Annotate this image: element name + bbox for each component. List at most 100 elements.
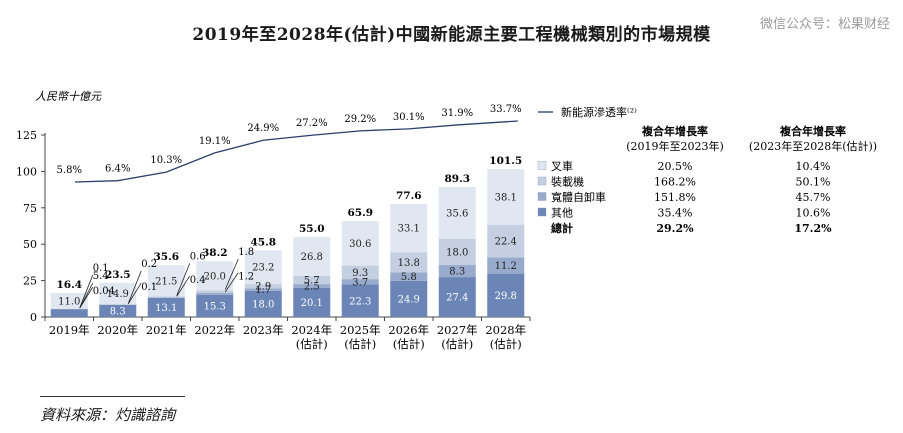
segment-label-other: 8.3: [110, 306, 126, 317]
segment-label-dump_truck: 5.8: [401, 272, 417, 283]
segment-label-forklift: 11.0: [58, 296, 80, 307]
segment-label-dump_truck: 2.5: [304, 281, 320, 292]
bar-forklift: [487, 169, 525, 225]
bar-loader: [438, 238, 476, 266]
leader-line: [176, 275, 191, 297]
segment-label-forklift: 21.5: [155, 276, 177, 287]
segment-label-other: 29.8: [495, 291, 517, 302]
segment-label-loader: 2.9: [255, 282, 271, 293]
bar-forklift: [99, 282, 137, 305]
segment-label-loader: 18.0: [446, 247, 468, 258]
total-label: 16.4: [56, 279, 82, 291]
legend-label-forklift: 叉車: [551, 159, 573, 173]
segment-label-other: 24.9: [398, 294, 420, 305]
bar-forklift: [244, 250, 282, 285]
cagr-header-1-period: (2019年至2023年): [626, 139, 724, 153]
segment-label-forklift: 14.9: [107, 289, 129, 300]
total-label: 89.3: [444, 173, 470, 185]
total-label: 38.2: [202, 247, 228, 259]
segment-label-other: 18.0: [252, 299, 274, 310]
penetration-rate-label: 31.9%: [441, 108, 473, 119]
legend-line-label: 新能源滲透率⁽²⁾: [561, 105, 637, 119]
bar-loader: [293, 275, 331, 285]
leader-line: [176, 263, 191, 296]
y-tick-label: 125: [16, 129, 37, 142]
source-note: 資料來源：灼識諮詢: [40, 406, 176, 424]
cagr1-other: 35.4%: [658, 207, 693, 220]
segment-label-other: 22.3: [349, 296, 371, 307]
leader-line: [224, 272, 239, 293]
y-axis-label: 人民幣十億元: [35, 90, 102, 103]
total-label: 55.0: [299, 223, 325, 235]
bar-forklift: [341, 221, 379, 266]
total-label: 65.9: [347, 207, 373, 219]
bar-loader: [487, 224, 525, 258]
segment-label-forklift: 35.6: [446, 208, 468, 219]
bar-other: [390, 280, 428, 317]
y-tick-label: 50: [23, 238, 37, 251]
penetration-rate-label: 6.4%: [105, 164, 130, 175]
bar-forklift: [438, 186, 476, 239]
leader-line: [79, 286, 94, 309]
cagr1-total: 29.2%: [656, 222, 694, 235]
segment-label-loader: 0.2: [141, 259, 157, 270]
x-tick-label: (估計): [393, 337, 425, 351]
segment-label-loader: 22.4: [495, 236, 517, 247]
segment-label-loader: 0.6: [190, 251, 206, 262]
total-label: 35.6: [153, 251, 179, 263]
cagr-header-1: 複合年增長率: [641, 124, 708, 138]
segment-label-forklift: 30.6: [349, 239, 371, 250]
penetration-rate-label: 33.7%: [490, 104, 522, 115]
legend-swatch-dump_truck: [537, 192, 547, 201]
penetration-rate-line: [74, 120, 518, 183]
legend-swatch-other: [537, 207, 547, 217]
segment-label-dump_truck: 11.2: [495, 261, 517, 272]
segment-label-loader: 1.8: [238, 247, 254, 258]
x-tick-label: (估計): [441, 337, 473, 351]
y-tick-label: 100: [16, 165, 37, 178]
x-tick-label: 2023年: [243, 323, 284, 337]
bar-other: [438, 277, 476, 317]
segment-label-loader: 0.1: [93, 263, 109, 274]
legend-label-other: 其他: [551, 207, 573, 220]
leader-line: [127, 282, 142, 304]
segment-label-forklift: 26.8: [301, 252, 323, 263]
bar-other: [196, 294, 234, 317]
bar-loader: [147, 296, 185, 298]
bar-other: [293, 287, 331, 317]
total-label: 45.8: [250, 236, 276, 248]
bar-other: [147, 297, 185, 317]
segment-label-dump_truck: 0.04: [93, 286, 115, 297]
bar-dump_truck: [244, 288, 282, 291]
bar-dump_truck: [487, 257, 525, 274]
penetration-rate-label: 10.3%: [150, 155, 182, 166]
segment-label-dump_truck: 1.7: [255, 285, 271, 296]
x-tick-label: 2019年: [49, 323, 90, 337]
segment-label-dump_truck: 0.4: [190, 275, 206, 286]
bar-dump_truck: [147, 297, 185, 298]
bar-loader: [341, 265, 379, 280]
cagr2-loader: 50.1%: [796, 176, 831, 189]
bar-other: [99, 304, 137, 317]
bar-dump_truck: [196, 292, 234, 295]
bar-forklift: [50, 292, 88, 309]
leader-line: [224, 258, 239, 290]
bar-other: [487, 273, 525, 317]
x-tick-label: 2026年: [388, 323, 429, 337]
bar-dump_truck: [293, 284, 331, 288]
total-label: 23.5: [105, 269, 131, 281]
segment-label-loader: 5.7: [304, 275, 320, 286]
footnote-divider: [40, 396, 185, 397]
segment-label-loader: 9.3: [352, 268, 368, 279]
penetration-rate-label: 29.2%: [344, 114, 376, 125]
bar-dump_truck: [390, 272, 428, 281]
bar-loader: [196, 290, 234, 293]
x-tick-label: (估計): [490, 337, 522, 351]
x-tick-label: 2028年: [485, 323, 526, 337]
legend-label-loader: 裝載機: [551, 175, 584, 189]
total-label: 101.5: [489, 155, 522, 167]
legend-swatch-loader: [537, 176, 547, 186]
segment-label-loader: 13.8: [398, 258, 420, 269]
cagr1-dump_truck: 151.8%: [654, 191, 696, 204]
y-tick-label: 0: [30, 311, 37, 324]
